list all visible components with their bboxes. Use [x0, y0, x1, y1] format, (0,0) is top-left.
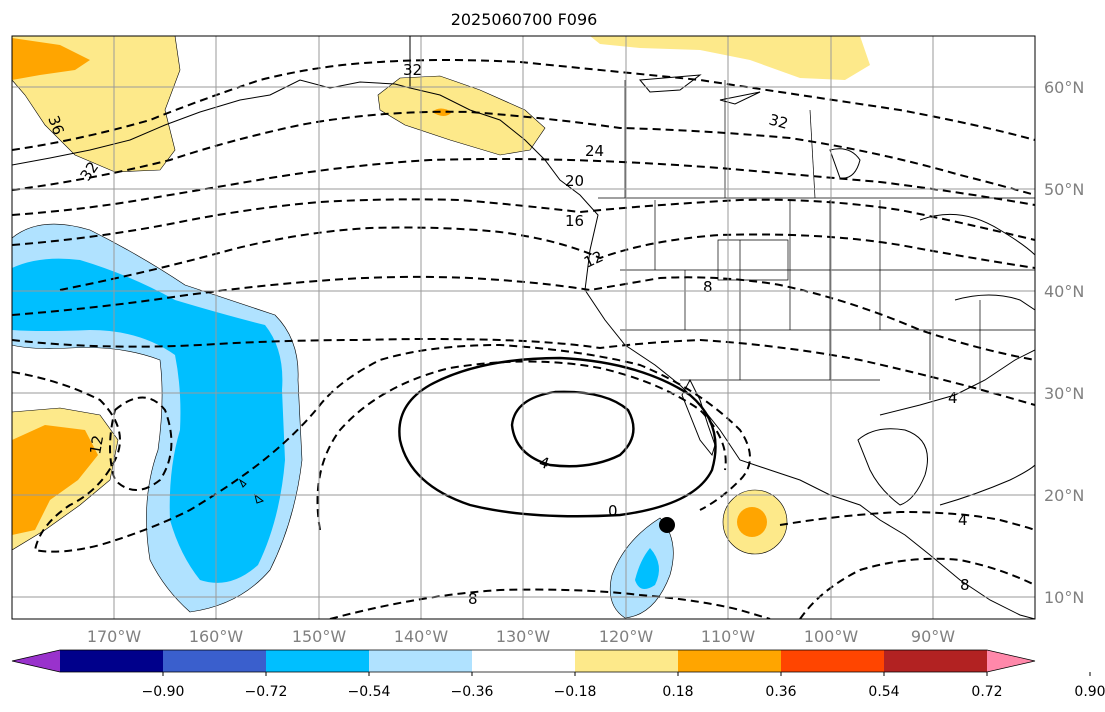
colorbar-swatch [575, 650, 679, 672]
lon-label: 150°W [292, 627, 347, 646]
contour-label: 8 [468, 590, 478, 608]
contour-label: 4 [948, 389, 958, 407]
colorbar-tick-label: 0.72 [971, 684, 1002, 700]
colorbar-swatch [163, 650, 267, 672]
colorbar-swatch [266, 650, 370, 672]
colorbar-swatches [11, 649, 1036, 673]
lat-axis: 60°N 50°N 40°N 30°N 20°N 10°N [1044, 78, 1084, 607]
graticule [12, 36, 1035, 619]
contour-label: 8 [960, 576, 970, 594]
location-marker [659, 517, 675, 533]
contour-label: 12 [86, 434, 107, 456]
colorbar-extend-high [987, 650, 1035, 672]
coastlines [12, 36, 1035, 619]
colorbar-swatch [884, 650, 988, 672]
colorbar-outline [11, 649, 1036, 673]
colorbar-tick-label: 0.18 [662, 684, 693, 700]
country-borders [598, 80, 1035, 400]
colorbar-tick-label: −0.36 [451, 684, 494, 700]
map-frame [11, 35, 1036, 620]
colorbar-tick-label: −0.90 [142, 684, 185, 700]
contour-label: 24 [585, 142, 604, 160]
contour-label: 36 [44, 113, 67, 137]
lon-label: 130°W [496, 627, 551, 646]
contour-label: 32 [403, 61, 422, 79]
lon-label: 110°W [701, 627, 756, 646]
colorbar-extend-low [12, 650, 60, 672]
lon-label: 120°W [599, 627, 654, 646]
lon-label: 170°W [87, 627, 142, 646]
map-panel: 36 32 32 32 24 20 16 12 8 4 0 4 12 8 4 8 [12, 36, 1035, 619]
lon-label: 140°W [394, 627, 449, 646]
contour-label-group: 36 32 32 32 24 20 16 12 8 4 0 4 12 8 4 8 [44, 61, 969, 608]
lat-label: 60°N [1044, 78, 1084, 97]
colorbar-swatch [472, 650, 576, 672]
lat-label: 20°N [1044, 486, 1084, 505]
colorbar-swatch [678, 650, 782, 672]
lon-label: 160°W [189, 627, 244, 646]
positive-anomaly-fill [12, 36, 870, 555]
contour-label: 16 [565, 212, 584, 230]
contour-label: 8 [703, 278, 713, 296]
colorbar-swatch [369, 650, 473, 672]
lat-label: 40°N [1044, 282, 1084, 301]
lat-label: 50°N [1044, 180, 1084, 199]
colorbar-tick-label: 0.36 [765, 684, 796, 700]
lon-label: 90°W [911, 627, 955, 646]
colorbar-tick-label: −0.54 [348, 684, 391, 700]
colorbar: −0.90 −0.72 −0.54 −0.36 −0.18 0.18 0.36 0.54 0.7… [11, 649, 1105, 700]
contour-label: 20 [565, 172, 584, 190]
contour-label: 4 [958, 511, 968, 529]
colorbar-tick-label: −0.18 [554, 684, 597, 700]
lon-label: 100°W [804, 627, 859, 646]
colorbar-tick-label: −0.72 [245, 684, 288, 700]
map-title: 2025060700 F096 [451, 10, 598, 29]
negative-contours [12, 59, 1035, 619]
colorbar-tick-label: 0.90 [1074, 684, 1105, 700]
lat-label: 30°N [1044, 384, 1084, 403]
lon-axis: 170°W 160°W 150°W 140°W 130°W 120°W 110°… [87, 627, 955, 646]
contour-label: 0 [608, 502, 618, 520]
contour-label: 32 [767, 110, 790, 132]
colorbar-swatch [60, 650, 164, 672]
colorbar-swatch [781, 650, 885, 672]
colorbar-tick-label: 0.54 [868, 684, 899, 700]
lat-label: 10°N [1044, 588, 1084, 607]
colorbar-ticks: −0.90 −0.72 −0.54 −0.36 −0.18 0.18 0.36 0.54 0.7… [142, 672, 1105, 700]
